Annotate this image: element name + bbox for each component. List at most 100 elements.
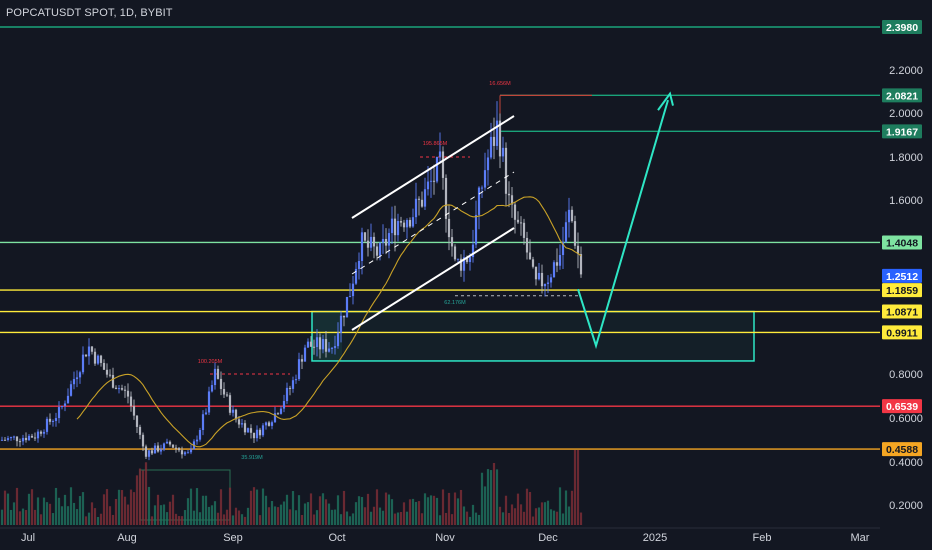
volume-bar: [330, 509, 334, 525]
volume-bar: [117, 489, 121, 525]
candle-body: [438, 151, 442, 157]
candle-body: [390, 218, 394, 234]
candle-body: [75, 377, 79, 380]
volume-bar: [504, 495, 508, 525]
volume-bar: [153, 505, 157, 525]
volume-bar: [180, 516, 184, 525]
volume-bar: [105, 489, 109, 525]
candle-body: [357, 260, 361, 269]
volume-bar: [249, 490, 253, 525]
volume-bar: [264, 495, 268, 525]
candle-body: [81, 354, 85, 373]
volume-bar: [408, 499, 412, 525]
volume-bar: [186, 498, 190, 525]
candle-body: [327, 348, 331, 352]
volume-bar: [435, 497, 439, 525]
candle-body: [36, 431, 40, 439]
volume-bar: [39, 514, 43, 525]
candle-body: [0, 439, 4, 441]
volume-bar: [24, 510, 28, 525]
price-badge: [882, 283, 922, 298]
volume-bar: [552, 510, 556, 525]
candle-body: [273, 413, 277, 423]
volume-bar: [543, 502, 547, 525]
candle-body: [144, 446, 148, 457]
candle-body: [9, 437, 13, 439]
x-tick-label: Dec: [538, 532, 558, 544]
candle-body: [219, 378, 223, 389]
x-tick-label: Aug: [117, 532, 137, 544]
candle-body: [69, 384, 73, 396]
channel-lower: [351, 227, 515, 331]
candle-body: [63, 403, 67, 406]
volume-bar: [495, 469, 499, 525]
volume-bar: [141, 470, 145, 525]
candle-body: [531, 259, 535, 267]
candle-body: [351, 283, 355, 297]
volume-bar: [150, 516, 154, 525]
volume-bar: [432, 495, 436, 525]
candle-body: [24, 437, 28, 441]
volume-bar: [243, 516, 247, 525]
candle-body: [486, 157, 490, 171]
candle-body: [60, 405, 64, 408]
volume-bar: [507, 512, 511, 525]
candle-body: [549, 277, 553, 283]
volume-bar: [267, 507, 271, 525]
volume-bar: [237, 510, 241, 525]
candle-body: [21, 437, 25, 442]
candle-body: [177, 448, 181, 451]
candle-body: [306, 341, 310, 348]
candle-body: [291, 380, 295, 389]
volume-bar: [540, 502, 544, 525]
candle-body: [126, 390, 130, 397]
price-badge-label: 1.1859: [886, 285, 918, 297]
volume-bar: [45, 502, 49, 525]
volume-bar: [87, 512, 91, 525]
volume-bar: [234, 507, 238, 525]
y-tick-label: 2.0000: [889, 108, 923, 120]
candle-body: [348, 296, 352, 298]
candle-body: [99, 355, 103, 363]
volume-bar: [453, 492, 457, 525]
volume-bar: [492, 462, 496, 525]
volume-bar: [576, 450, 580, 525]
volume-bar: [174, 513, 178, 525]
volume-bar: [450, 514, 454, 525]
volume-bar: [252, 487, 256, 525]
volume-bar: [120, 490, 124, 525]
volume-bar: [231, 515, 235, 525]
volume-bar: [246, 507, 250, 525]
candle-body: [303, 347, 307, 362]
volume-bar: [3, 490, 7, 525]
candle-body: [375, 246, 379, 256]
candle-body: [225, 394, 229, 396]
annotation-label: 195.865M: [423, 141, 448, 147]
volume-bar: [429, 495, 433, 525]
volume-bar: [519, 504, 523, 525]
volume-bar: [255, 489, 259, 525]
volume-bar: [306, 502, 310, 525]
volume-bar: [57, 497, 61, 525]
price-badge-label: 1.0871: [886, 307, 918, 319]
volume-bar: [135, 475, 139, 525]
candle-body: [93, 351, 97, 364]
volume-bar: [222, 514, 226, 525]
volume-bar: [9, 509, 13, 525]
x-tick-label: Nov: [435, 532, 455, 544]
candle-body: [222, 388, 226, 395]
candle-body: [204, 412, 208, 415]
candle-body: [294, 379, 298, 381]
price-badge: [882, 124, 922, 139]
candle-body: [501, 147, 505, 157]
candle-body: [540, 272, 544, 287]
volume-bar: [537, 507, 541, 525]
candle-body: [339, 315, 343, 333]
candle-body: [576, 245, 580, 255]
candle-body: [471, 244, 475, 258]
candle-body: [138, 426, 142, 435]
volume-bar: [210, 505, 214, 525]
volume-bar: [69, 487, 73, 525]
price-badge-label: 1.9167: [886, 126, 918, 138]
